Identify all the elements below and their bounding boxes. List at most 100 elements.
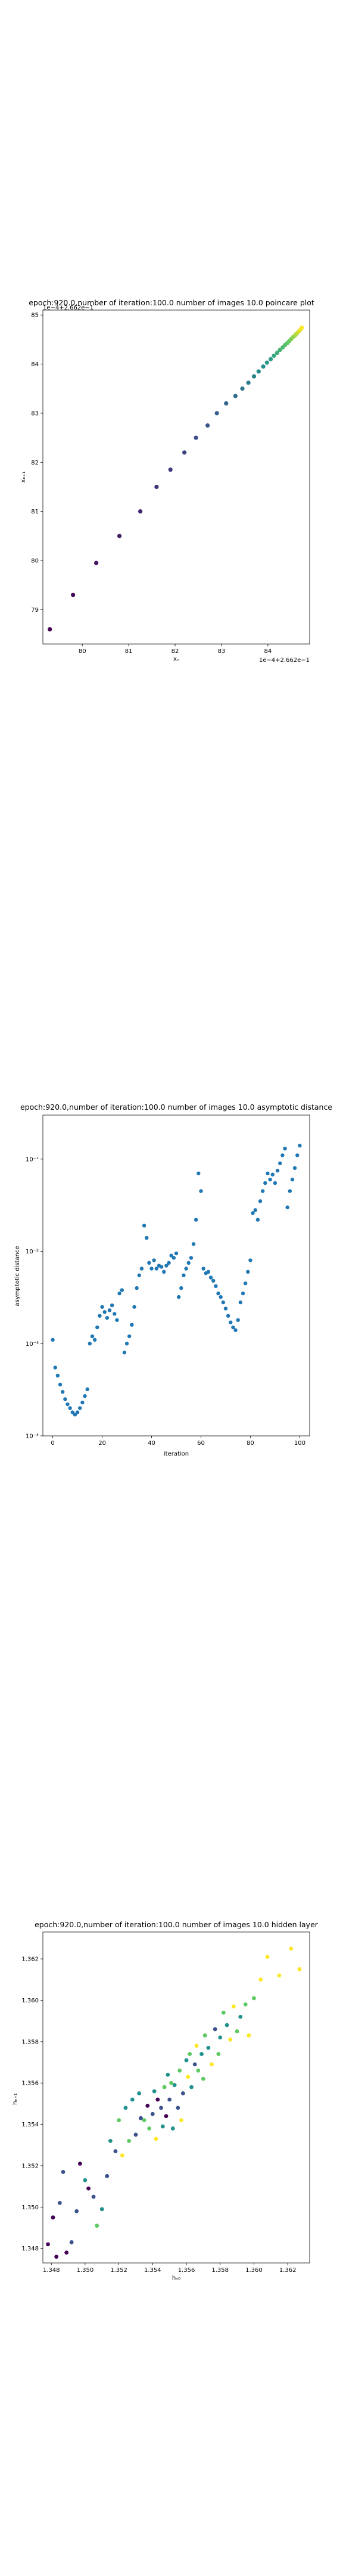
asymptotic-point	[288, 1189, 292, 1193]
asymptotic-point	[189, 1256, 194, 1260]
poincare-y-tick-label: 81	[31, 509, 39, 515]
hidden-point	[137, 2091, 142, 2095]
asymptotic-point	[132, 1305, 136, 1309]
asymptotic-point	[60, 1389, 65, 1394]
hidden-point	[74, 2209, 79, 2213]
asymptotic-point	[55, 1373, 60, 1378]
asymptotic-point	[174, 1251, 179, 1256]
asymptotic-point	[253, 1208, 257, 1212]
asymptotic-point	[199, 1189, 203, 1193]
asymptotic-point	[263, 1181, 267, 1185]
poincare-y-ticks: 79 80 81 82 83 84 85	[31, 312, 43, 614]
asymptotic-point	[110, 1303, 114, 1308]
hidden-point	[224, 2023, 229, 2027]
asymptotic-point	[113, 1312, 117, 1316]
poincare-point	[264, 360, 269, 365]
poincare-point	[48, 627, 52, 631]
asymptotic-point	[273, 1181, 277, 1185]
asymptotic-point	[90, 1334, 95, 1339]
poincare-x-ticks: 80 81 82 83 84	[79, 644, 272, 655]
hidden-y-tick-label: 1.360	[21, 1998, 39, 2004]
asymptotic-point	[214, 1284, 218, 1289]
hidden-x-ticks: 1.348 1.350 1.352 1.354 1.356 1.358 1.360 1.362	[43, 2263, 296, 2274]
hidden-point	[202, 2033, 207, 2038]
asymptotic-point	[145, 1236, 149, 1240]
asymptotic-point	[139, 1267, 144, 1271]
hidden-y-tick-label: 1.352	[21, 2163, 39, 2169]
poincare-point	[261, 364, 266, 369]
asymptotic-point	[105, 1315, 110, 1320]
poincare-y-tick-label: 85	[31, 312, 39, 319]
asymptotic-point	[258, 1199, 263, 1203]
hidden-point	[194, 2044, 199, 2048]
asymptotic-point	[197, 1171, 201, 1175]
hidden-layer-frame	[42, 1931, 310, 2264]
hidden-layer-title: epoch:920.0,number of iteration:100.0 nu…	[35, 1920, 319, 1929]
asymptotic-point	[80, 1400, 85, 1405]
hidden-point	[189, 2085, 194, 2089]
poincare-x-axis-label: xₙ	[173, 656, 179, 662]
poincare-y-axis-label: xₙ₊₁	[20, 471, 27, 482]
asymptotic-point	[120, 1288, 124, 1292]
poincare-x-tick-label: 80	[79, 648, 86, 655]
asymptotic-point	[208, 1275, 213, 1280]
poincare-y-tick-label: 83	[31, 410, 39, 417]
hidden-point	[177, 2069, 182, 2073]
hidden-point	[95, 2224, 99, 2228]
asymptotic-y-axis-label: asymptotic distance	[14, 1246, 21, 1306]
hidden-y-tick-label: 1.350	[21, 2205, 39, 2211]
asymptotic-point	[292, 1166, 297, 1171]
hidden-x-tick-label: 1.358	[211, 2267, 229, 2274]
hidden-point	[54, 2255, 59, 2259]
asymptotic-point	[280, 1153, 285, 1157]
hidden-point	[228, 2037, 233, 2042]
hidden-point	[221, 2010, 226, 2015]
asymptotic-point	[135, 1286, 139, 1290]
hidden-point	[213, 2027, 217, 2032]
asymptotic-point	[51, 1337, 55, 1342]
asymptotic-point	[58, 1382, 63, 1387]
asymptotic-point	[95, 1325, 99, 1330]
hidden-points	[46, 1946, 302, 2259]
hidden-point	[46, 2242, 50, 2247]
poincare-point	[214, 411, 219, 416]
asymptotic-point	[117, 1291, 121, 1296]
asymptotic-point	[147, 1261, 151, 1265]
asymptotic-point	[122, 1351, 127, 1355]
poincare-x-offset-label: 1e−4+2.662e−1	[259, 657, 310, 664]
asymptotic-point	[70, 1410, 74, 1414]
asymptotic-point	[66, 1402, 70, 1407]
hidden-point	[77, 2162, 82, 2166]
asymptotic-y-tick-label: 10⁻¹	[26, 1156, 39, 1163]
asymptotic-point	[179, 1286, 183, 1290]
asymptotic-point	[285, 1205, 289, 1209]
asymptotic-y-tick-label: 10⁻³	[26, 1341, 39, 1348]
hidden-point	[180, 2091, 185, 2095]
poincare-point	[71, 593, 76, 597]
hidden-point	[170, 2126, 175, 2131]
asymptotic-distance-chart: epoch:920.0,number of iteration:100.0 nu…	[14, 1103, 332, 1457]
asymptotic-point	[236, 1318, 240, 1322]
asymptotic-point	[75, 1410, 80, 1414]
poincare-points	[48, 326, 304, 631]
hidden-point	[139, 2116, 143, 2120]
poincare-point	[168, 467, 173, 472]
hidden-point	[243, 2002, 248, 2007]
hidden-point	[105, 2174, 110, 2178]
hidden-point	[91, 2194, 96, 2199]
asymptotic-point	[221, 1300, 226, 1305]
asymptotic-point	[124, 1342, 129, 1346]
asymptotic-x-tick-label: 80	[247, 1440, 254, 1447]
hidden-point	[192, 2062, 197, 2067]
poincare-point	[251, 374, 257, 379]
asymptotic-x-ticks: 0 20 40 60 80 100	[51, 1436, 305, 1447]
hidden-point	[235, 2029, 239, 2033]
asymptotic-point	[278, 1161, 282, 1166]
asymptotic-point	[172, 1256, 176, 1260]
asymptotic-point	[88, 1342, 92, 1346]
asymptotic-point	[83, 1394, 87, 1398]
hidden-point	[154, 2137, 158, 2141]
asymptotic-x-tick-label: 60	[197, 1440, 205, 1447]
asymptotic-point	[206, 1270, 211, 1274]
hidden-point	[64, 2250, 69, 2255]
